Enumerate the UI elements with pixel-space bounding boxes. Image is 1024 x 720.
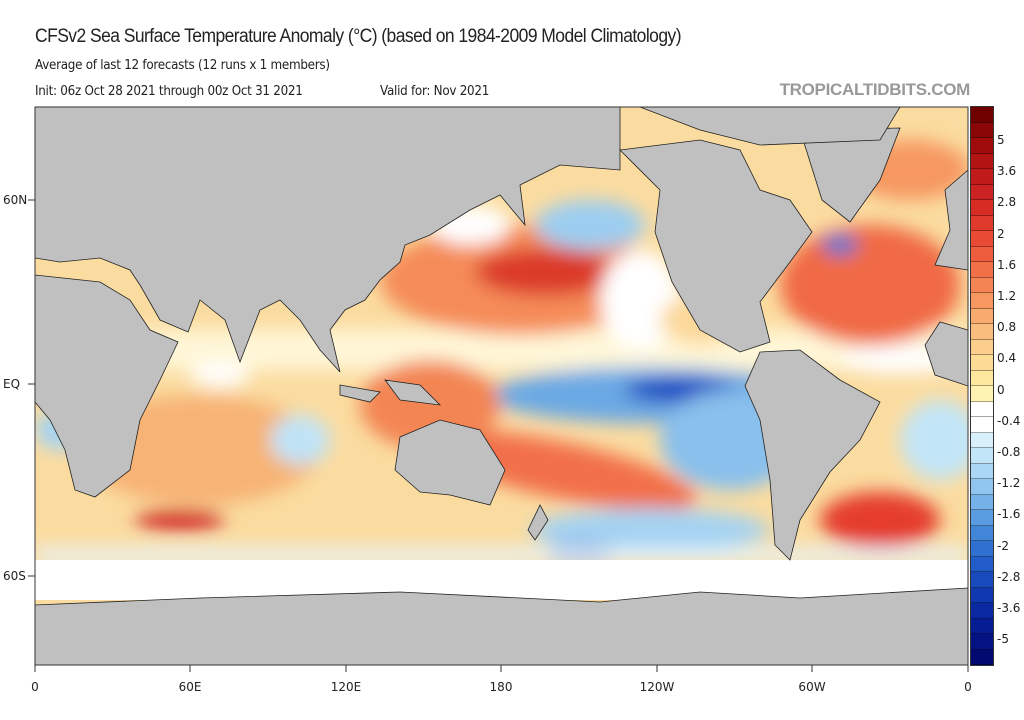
colorbar-segment bbox=[971, 246, 993, 262]
colorbar-segment bbox=[971, 510, 993, 526]
sea-ice-zone bbox=[35, 560, 968, 600]
colorbar-segment bbox=[971, 308, 993, 324]
australia bbox=[394, 419, 506, 506]
colorbar bbox=[970, 106, 994, 666]
colorbar-segment bbox=[971, 215, 993, 231]
colorbar-segment bbox=[971, 541, 993, 557]
colorbar-label: 0.4 bbox=[997, 351, 1017, 366]
colorbar-segment bbox=[971, 107, 993, 123]
colorbar-segment bbox=[971, 293, 993, 309]
west-africa bbox=[924, 321, 968, 387]
colorbar-label: 1.2 bbox=[997, 289, 1017, 303]
antarctica bbox=[35, 587, 968, 665]
colorbar-label: -0.4 bbox=[997, 413, 1021, 428]
y-tick-label: 60S bbox=[3, 569, 26, 583]
x-tick-label: 0 bbox=[31, 680, 39, 694]
colorbar-segment bbox=[971, 277, 993, 293]
africa bbox=[35, 274, 179, 498]
init-text: Init: 06z Oct 28 2021 through 00z Oct 31… bbox=[35, 84, 303, 99]
colorbar-segment bbox=[971, 401, 993, 417]
y-tick-label: 60N bbox=[3, 193, 28, 207]
europe-west bbox=[934, 169, 968, 271]
colorbar-segment bbox=[971, 587, 993, 603]
colorbar-label: -2 bbox=[997, 538, 1009, 553]
colorbar-segment bbox=[971, 339, 993, 355]
colorbar-label: -0.8 bbox=[997, 445, 1021, 459]
chart-subtitle: Average of last 12 forecasts (12 runs x … bbox=[35, 58, 330, 73]
south-america bbox=[744, 349, 881, 561]
x-tick-label: 180 bbox=[489, 680, 513, 694]
eurasia bbox=[35, 107, 621, 373]
valid-text: Valid for: Nov 2021 bbox=[380, 84, 490, 99]
colorbar-label: -3.6 bbox=[997, 601, 1021, 615]
colorbar-segment bbox=[971, 417, 993, 433]
colorbar-segment bbox=[971, 479, 993, 495]
colorbar-label: -2.8 bbox=[997, 569, 1021, 584]
x-tick-label: 120W bbox=[639, 680, 675, 694]
colorbar-segment bbox=[971, 200, 993, 216]
colorbar-segment bbox=[971, 138, 993, 154]
axis-ticks bbox=[28, 199, 969, 672]
colorbar-segment bbox=[971, 572, 993, 588]
colorbar-segment bbox=[971, 618, 993, 634]
colorbar-label: -1.2 bbox=[997, 476, 1021, 491]
colorbar-segment bbox=[971, 324, 993, 340]
colorbar-segment bbox=[971, 355, 993, 371]
colorbar-segment bbox=[971, 603, 993, 619]
colorbar-segment bbox=[971, 432, 993, 448]
x-tick-label: 0 bbox=[964, 680, 972, 694]
chart-title: CFSv2 Sea Surface Temperature Anomaly (°… bbox=[35, 26, 682, 47]
x-tick-label: 120E bbox=[330, 680, 362, 694]
colorbar-label: 2.8 bbox=[997, 195, 1017, 210]
colorbar-segment bbox=[971, 153, 993, 169]
colorbar-label: -5 bbox=[997, 632, 1009, 647]
colorbar-segment bbox=[971, 184, 993, 200]
new-zealand bbox=[527, 504, 549, 541]
colorbar-segment bbox=[971, 556, 993, 572]
colorbar-segment bbox=[971, 122, 993, 138]
north-america bbox=[619, 139, 813, 353]
colorbar-segment bbox=[971, 649, 993, 665]
brand-watermark: TROPICALTIDBITS.COM bbox=[779, 80, 971, 99]
colorbar-segment bbox=[971, 494, 993, 510]
colorbar-segment bbox=[971, 169, 993, 185]
colorbar-segment bbox=[971, 634, 993, 650]
arctic-islands bbox=[639, 107, 901, 146]
land-masses bbox=[35, 107, 968, 665]
colorbar-label: 2 bbox=[997, 226, 1005, 241]
colorbar-segment bbox=[971, 386, 993, 402]
x-tick-label: 60W bbox=[798, 680, 826, 694]
colorbar-segment bbox=[971, 448, 993, 464]
colorbar-label: 1.6 bbox=[997, 257, 1017, 272]
colorbar-label: -1.6 bbox=[997, 507, 1021, 522]
colorbar-segment bbox=[971, 525, 993, 541]
colorbar-segment bbox=[971, 463, 993, 479]
colorbar-label: 0 bbox=[997, 382, 1005, 397]
colorbar-segment bbox=[971, 370, 993, 386]
indonesia bbox=[339, 379, 442, 406]
colorbar-segment bbox=[971, 231, 993, 247]
colorbar-label: 5 bbox=[997, 133, 1005, 147]
y-tick-label: EQ bbox=[3, 377, 21, 391]
colorbar-segment bbox=[971, 262, 993, 278]
colorbar-label: 0.8 bbox=[997, 320, 1017, 335]
x-tick-label: 60E bbox=[178, 680, 202, 694]
colorbar-label: 3.6 bbox=[997, 164, 1017, 179]
